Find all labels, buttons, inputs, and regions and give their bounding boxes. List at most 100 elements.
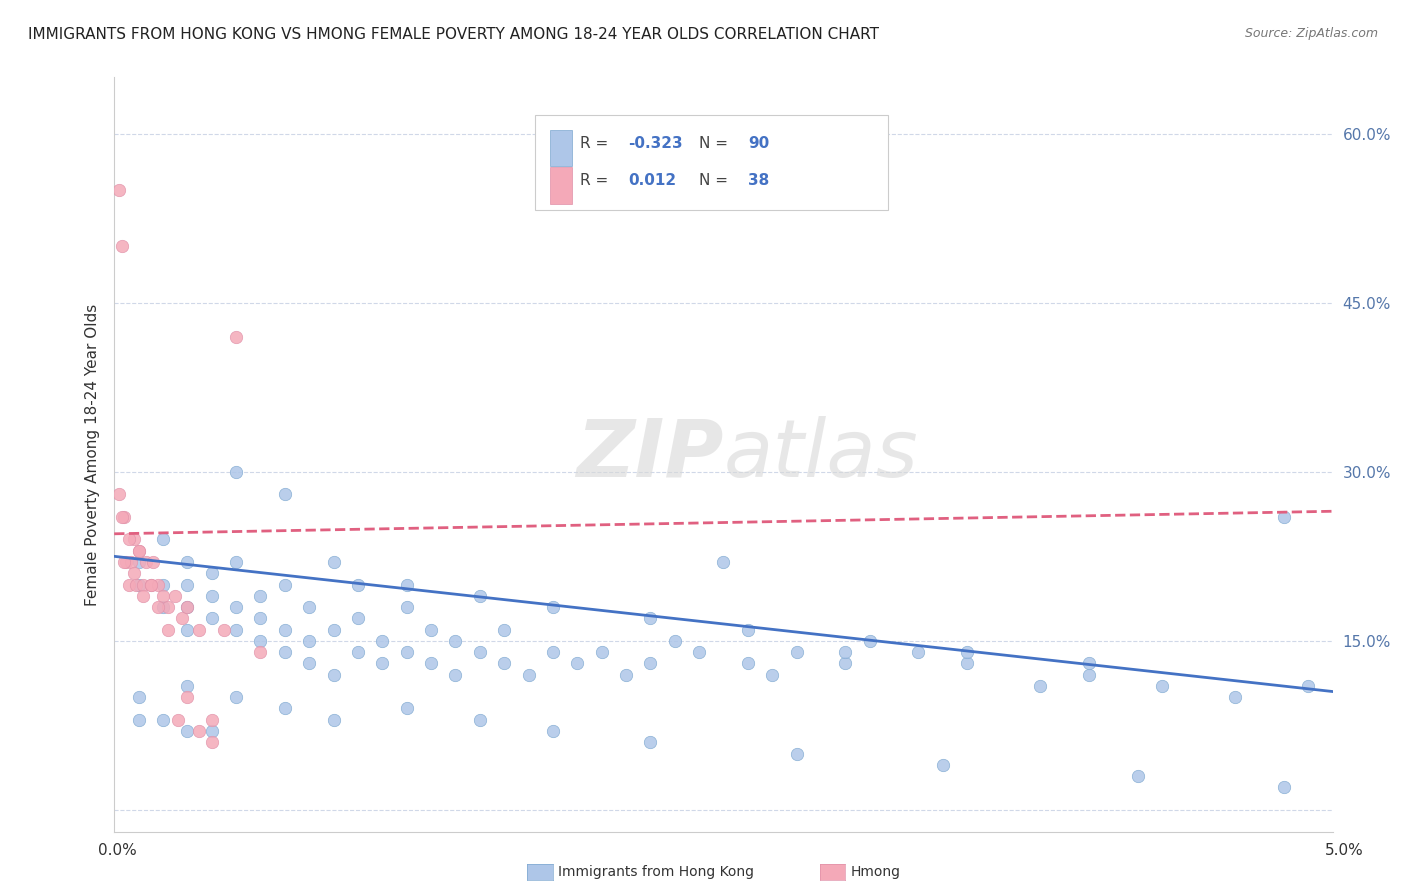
Point xyxy=(225,555,247,569)
Point xyxy=(108,183,131,197)
Bar xyxy=(550,168,572,203)
Point xyxy=(614,667,637,681)
Text: 90: 90 xyxy=(748,136,769,151)
Point xyxy=(640,611,662,625)
Point xyxy=(201,735,224,749)
Point xyxy=(156,600,179,615)
Point xyxy=(118,533,141,547)
Point xyxy=(322,667,344,681)
Point xyxy=(1078,657,1101,671)
Point xyxy=(395,701,418,715)
Point xyxy=(176,679,198,693)
Point xyxy=(737,657,759,671)
Point xyxy=(274,701,297,715)
Point xyxy=(188,623,211,637)
Text: atlas: atlas xyxy=(724,416,918,494)
Point xyxy=(110,239,132,253)
Point xyxy=(201,566,224,581)
Point xyxy=(152,713,174,727)
Point xyxy=(907,645,929,659)
Point xyxy=(132,589,155,603)
Text: ZIP: ZIP xyxy=(576,416,724,494)
Point xyxy=(212,623,235,637)
Point xyxy=(420,623,443,637)
Point xyxy=(166,713,188,727)
Point xyxy=(468,589,491,603)
Point xyxy=(118,577,141,591)
Point xyxy=(1298,679,1320,693)
Point xyxy=(859,633,882,648)
Point xyxy=(1225,690,1247,705)
Point xyxy=(298,600,321,615)
Point xyxy=(112,509,135,524)
Point xyxy=(494,657,516,671)
Point xyxy=(120,555,142,569)
Point xyxy=(347,577,370,591)
Point xyxy=(932,757,955,772)
Text: 0.0%: 0.0% xyxy=(98,843,138,858)
Point xyxy=(249,611,271,625)
Point xyxy=(956,645,979,659)
Point xyxy=(152,533,174,547)
Point xyxy=(395,577,418,591)
Point xyxy=(176,600,198,615)
Point xyxy=(152,589,174,603)
Point xyxy=(298,633,321,648)
Text: IMMIGRANTS FROM HONG KONG VS HMONG FEMALE POVERTY AMONG 18-24 YEAR OLDS CORRELAT: IMMIGRANTS FROM HONG KONG VS HMONG FEMAL… xyxy=(28,27,879,42)
Point xyxy=(249,645,271,659)
Point xyxy=(274,487,297,501)
Point xyxy=(786,747,808,761)
Point xyxy=(761,667,783,681)
Point xyxy=(541,645,564,659)
Point xyxy=(274,577,297,591)
Point xyxy=(225,465,247,479)
Point xyxy=(110,509,132,524)
Point xyxy=(834,657,856,671)
Point xyxy=(371,633,394,648)
Point xyxy=(786,645,808,659)
Point xyxy=(444,667,467,681)
Point xyxy=(165,589,187,603)
Point xyxy=(225,623,247,637)
Point xyxy=(274,645,297,659)
Point xyxy=(176,600,198,615)
Point xyxy=(541,600,564,615)
Point xyxy=(591,645,613,659)
Point xyxy=(139,577,162,591)
Point xyxy=(1078,667,1101,681)
Point xyxy=(122,566,145,581)
Point xyxy=(322,713,344,727)
Point xyxy=(1272,780,1295,795)
Point xyxy=(834,645,856,659)
Point xyxy=(1029,679,1052,693)
Bar xyxy=(550,129,572,166)
Text: 5.0%: 5.0% xyxy=(1324,843,1364,858)
Point xyxy=(139,577,162,591)
Point xyxy=(176,623,198,637)
Point xyxy=(128,577,150,591)
Point xyxy=(188,723,211,738)
Point xyxy=(640,735,662,749)
Point xyxy=(201,611,224,625)
Point xyxy=(322,623,344,637)
Point xyxy=(176,690,198,705)
Text: Source: ZipAtlas.com: Source: ZipAtlas.com xyxy=(1244,27,1378,40)
Point xyxy=(688,645,710,659)
Point xyxy=(347,611,370,625)
Point xyxy=(128,543,150,558)
Text: -0.323: -0.323 xyxy=(628,136,683,151)
Point xyxy=(274,623,297,637)
Point xyxy=(371,657,394,671)
Point xyxy=(172,611,194,625)
Point xyxy=(115,555,138,569)
Point xyxy=(395,645,418,659)
Point xyxy=(128,713,150,727)
Text: Hmong: Hmong xyxy=(851,865,901,880)
Point xyxy=(1152,679,1174,693)
Point xyxy=(322,555,344,569)
Point xyxy=(142,555,165,569)
Y-axis label: Female Poverty Among 18-24 Year Olds: Female Poverty Among 18-24 Year Olds xyxy=(86,304,100,606)
Point xyxy=(146,577,169,591)
Text: N =: N = xyxy=(699,173,733,188)
Point xyxy=(201,589,224,603)
